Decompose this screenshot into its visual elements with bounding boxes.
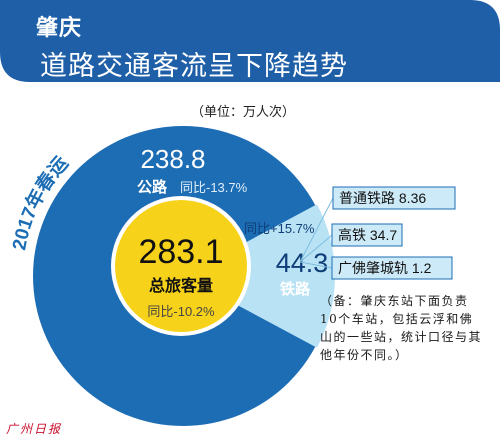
rail-box: [332, 186, 456, 210]
title-banner: 肇庆 道路交通客流呈下降趋势: [0, 0, 500, 82]
total-yoy: 同比-10.2%: [147, 304, 215, 319]
rail-value: 44.3: [276, 248, 329, 278]
slice-rail: [183, 204, 335, 348]
rail-yoy: 同比+15.7%: [244, 221, 315, 236]
banner-title: 道路交通客流呈下降趋势: [40, 51, 348, 82]
center-disc: [115, 200, 247, 332]
road-yoy: 同比-13.7%: [180, 180, 248, 195]
rail-box: [331, 223, 403, 247]
city-name: 肇庆: [36, 16, 83, 41]
banner-shape: [0, 0, 500, 82]
rail-breakdown-label: 高铁 34.7: [338, 227, 397, 243]
unit-label: （单位：万人次）: [191, 105, 296, 120]
total-label: 总旅客量: [149, 276, 213, 295]
leader-line: [299, 234, 333, 263]
total-value: 283.1: [138, 233, 223, 271]
rail-name: 铁路: [280, 280, 311, 298]
leader-line: [299, 197, 334, 263]
rail-breakdown-label: 普通铁路 8.36: [339, 190, 426, 206]
footnote: （备：肇庆东站下面负责10个车站，包括云浮和佛山的一些站，统计口径与其他年份不同…: [320, 294, 483, 362]
road-name: 公路: [137, 178, 168, 196]
newspaper-masthead: 广州日报: [6, 422, 63, 436]
leader-line: [299, 261, 333, 269]
rail-box: [331, 256, 453, 280]
road-value: 238.8: [140, 144, 205, 174]
rail-breakdown-label: 广佛肇城轨 1.2: [338, 260, 432, 276]
